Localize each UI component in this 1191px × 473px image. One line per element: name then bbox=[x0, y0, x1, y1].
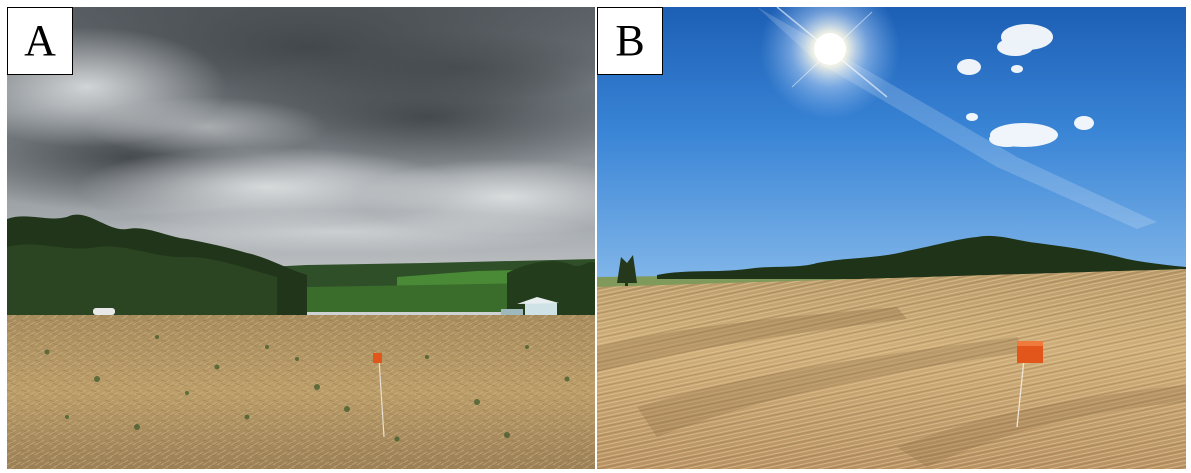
photo-panel-a: A bbox=[7, 7, 595, 469]
panel-label-a: A bbox=[7, 7, 73, 75]
panel-label-b: B bbox=[597, 7, 663, 75]
orange-marker-flag bbox=[373, 353, 385, 438]
photo-panel-b: B bbox=[597, 7, 1186, 469]
orange-marker-flag bbox=[1016, 341, 1043, 428]
photo-sunny-lodged-field bbox=[597, 7, 1186, 469]
farmhouse bbox=[501, 297, 559, 317]
photo-overcast-field bbox=[7, 7, 595, 469]
